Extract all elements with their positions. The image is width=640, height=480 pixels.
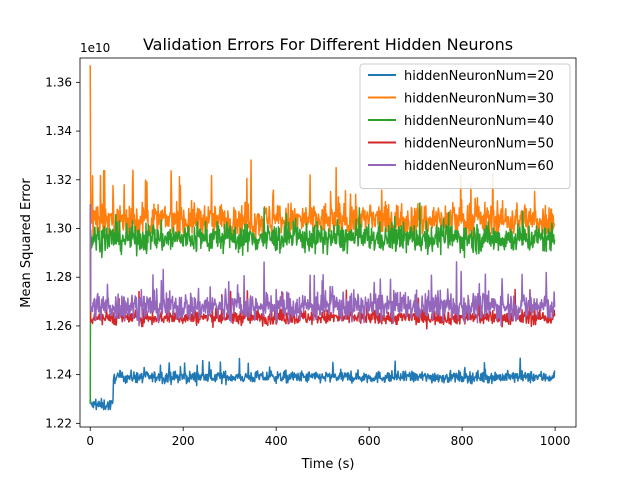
y-tick-label: 1.36 [45, 75, 72, 89]
y-tick-label: 1.28 [45, 270, 72, 284]
y-tick-label: 1.30 [45, 221, 72, 235]
y-tick-label: 1.22 [45, 416, 72, 430]
series-line-5 [89, 204, 556, 327]
x-tick-label: 1000 [540, 434, 571, 448]
legend-label: hiddenNeuronNum=50 [404, 137, 554, 152]
y-tick-label: 1.34 [45, 124, 72, 138]
legend-label: hiddenNeuronNum=20 [404, 69, 554, 84]
chart-title: Validation Errors For Different Hidden N… [143, 35, 513, 54]
x-axis-label: Time (s) [301, 457, 355, 472]
legend-label: hiddenNeuronNum=40 [404, 114, 554, 129]
x-tick-label: 400 [265, 434, 288, 448]
legend-label: hiddenNeuronNum=30 [404, 92, 554, 107]
legend-box [359, 63, 571, 189]
x-tick-label: 200 [172, 434, 195, 448]
series-line-2 [89, 65, 556, 248]
x-tick-label: 0 [86, 434, 94, 448]
x-tick-label: 800 [451, 434, 474, 448]
y-tick-label: 1.26 [45, 319, 72, 333]
x-tick-label: 600 [358, 434, 381, 448]
y-axis-label: Mean Squared Error [19, 178, 34, 308]
legend: hiddenNeuronNum=20 hiddenNeuronNum=30 hidd… [359, 63, 571, 189]
y-offset-label: 1e10 [80, 41, 110, 55]
series-line-3 [89, 202, 556, 404]
series-line-1 [89, 357, 556, 411]
plot-frame [79, 57, 577, 428]
y-tick-label: 1.32 [45, 173, 72, 187]
y-tick-label: 1.24 [45, 368, 72, 382]
legend-label: hiddenNeuronNum=60 [404, 159, 554, 174]
